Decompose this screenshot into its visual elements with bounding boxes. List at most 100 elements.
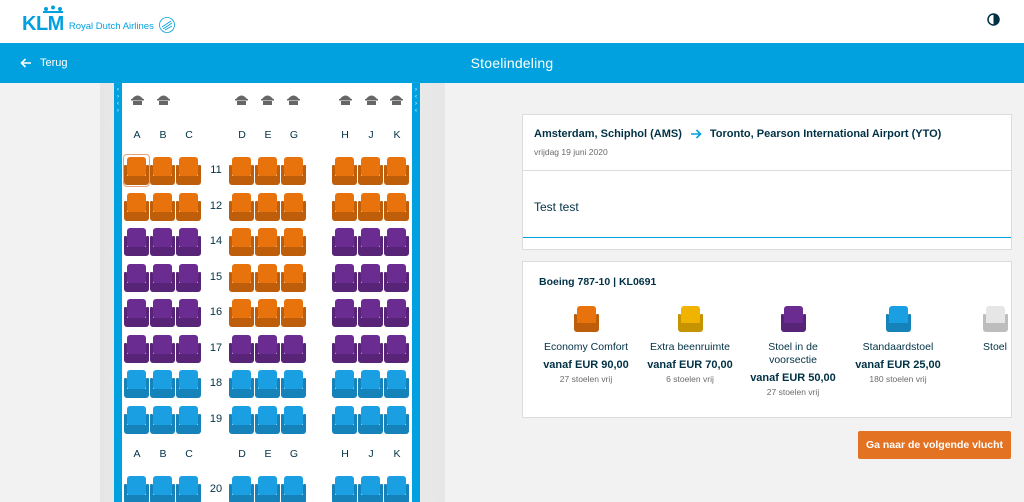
seat-18B[interactable] [150,368,175,399]
seat-11H[interactable] [332,155,357,186]
seat-20K[interactable] [384,474,409,502]
seat-16A[interactable] [124,297,149,328]
seat-16J[interactable] [358,297,383,328]
seat-17J[interactable] [358,333,383,364]
seat-15E[interactable] [255,262,280,293]
seat-11C[interactable] [176,155,201,186]
seat-11K[interactable] [384,155,409,186]
legend-item-legroom: Extra beenruimte vanaf EUR 70,00 6 stoelen… [640,304,740,384]
seat-18K[interactable] [384,368,409,399]
seat-12H[interactable] [332,191,357,222]
aircraft-info: Boeing 787-10 | KL0691 [539,276,657,288]
seat-20J[interactable] [358,474,383,502]
seat-18G[interactable] [281,368,306,399]
seat-20E[interactable] [255,474,280,502]
seat-12D[interactable] [229,191,254,222]
seat-14G[interactable] [281,226,306,257]
seat-column-label: H [341,448,349,460]
seat-14D[interactable] [229,226,254,257]
seat-19A[interactable] [124,404,149,435]
seat-15D[interactable] [229,262,254,293]
seat-19B[interactable] [150,404,175,435]
exit-marker-right: › ‹ › ‹ [415,87,417,114]
seat-17A[interactable] [124,333,149,364]
seat-18D[interactable] [229,368,254,399]
seat-19G[interactable] [281,404,306,435]
seat-19K[interactable] [384,404,409,435]
seat-16G[interactable] [281,297,306,328]
logo-wordmark: KLM [22,13,64,35]
seat-column-label: D [238,448,246,460]
seat-12J[interactable] [358,191,383,222]
seat-18J[interactable] [358,368,383,399]
seat-19C[interactable] [176,404,201,435]
seat-16D[interactable] [229,297,254,328]
seat-16K[interactable] [384,297,409,328]
seat-18H[interactable] [332,368,357,399]
seat-20C[interactable] [176,474,201,502]
seat-11E[interactable] [255,155,280,186]
seat-17K[interactable] [384,333,409,364]
seat-18C[interactable] [176,368,201,399]
seat-16H[interactable] [332,297,357,328]
seat-17H[interactable] [332,333,357,364]
seat-12K[interactable] [384,191,409,222]
seat-12E[interactable] [255,191,280,222]
seat-19J[interactable] [358,404,383,435]
seat-20A[interactable] [124,474,149,502]
back-button[interactable]: Terug [20,43,68,83]
seat-19E[interactable] [255,404,280,435]
seat-14B[interactable] [150,226,175,257]
seat-15H[interactable] [332,262,357,293]
klm-logo[interactable]: KLM Royal Dutch Airlines [22,5,176,35]
row-number: 18 [209,377,223,389]
seat-15G[interactable] [281,262,306,293]
contrast-icon[interactable] [987,13,1000,26]
seat-15C[interactable] [176,262,201,293]
seat-15A[interactable] [124,262,149,293]
exit-marker-left: ‹ › ‹ › [117,87,119,114]
seat-14J[interactable] [358,226,383,257]
seat-19D[interactable] [229,404,254,435]
seat-16C[interactable] [176,297,201,328]
legend-name: Extra beenruimte [650,341,730,353]
seat-12G[interactable] [281,191,306,222]
seat-11G[interactable] [281,155,306,186]
next-flight-button[interactable]: Ga naar de volgende vlucht [858,431,1011,459]
seat-15B[interactable] [150,262,175,293]
seat-column-label: E [264,448,272,460]
seat-12C[interactable] [176,191,201,222]
seat-11A[interactable] [123,154,150,187]
seat-20G[interactable] [281,474,306,502]
seat-20D[interactable] [229,474,254,502]
seat-11D[interactable] [229,155,254,186]
seat-14E[interactable] [255,226,280,257]
seat-12B[interactable] [150,191,175,222]
seat-17G[interactable] [281,333,306,364]
seat-14H[interactable] [332,226,357,257]
legend-name: Economy Comfort [543,341,629,353]
seat-14K[interactable] [384,226,409,257]
legend-count: 27 stoelen vrij [559,374,613,384]
seat-14A[interactable] [124,226,149,257]
seat-16B[interactable] [150,297,175,328]
seat-15J[interactable] [358,262,383,293]
seat-17D[interactable] [229,333,254,364]
seat-20H[interactable] [332,474,357,502]
seat-11J[interactable] [358,155,383,186]
seat-11B[interactable] [150,155,175,186]
seat-12A[interactable] [124,191,149,222]
seat-15K[interactable] [384,262,409,293]
passenger-card[interactable] [522,170,1012,250]
seat-20B[interactable] [150,474,175,502]
seat-column-label: J [368,448,374,460]
seat-18A[interactable] [124,368,149,399]
seat-18E[interactable] [255,368,280,399]
seat-17B[interactable] [150,333,175,364]
seat-column-label: C [185,129,193,141]
seat-14C[interactable] [176,226,201,257]
seat-17C[interactable] [176,333,201,364]
seat-17E[interactable] [255,333,280,364]
seat-19H[interactable] [332,404,357,435]
seat-16E[interactable] [255,297,280,328]
